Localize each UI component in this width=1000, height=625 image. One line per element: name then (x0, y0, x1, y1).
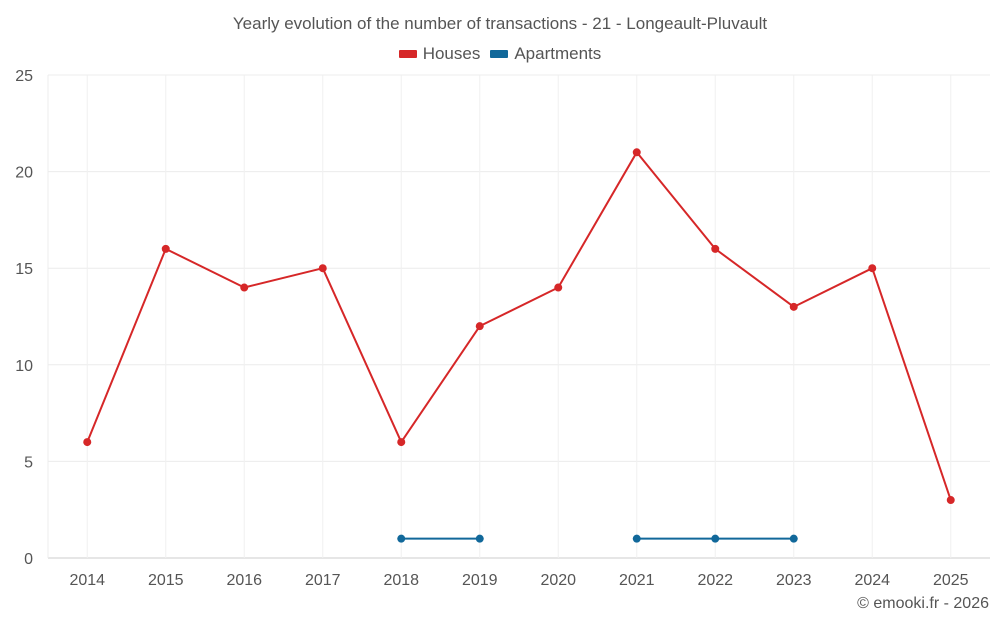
data-point-houses-2025 (946, 496, 955, 505)
y-tick-label-20: 20 (15, 165, 33, 182)
data-point-apartments-2018 (397, 534, 406, 543)
x-tick-label-2019: 2019 (462, 572, 498, 589)
x-tick-label-2016: 2016 (226, 572, 262, 589)
x-tick-label-2021: 2021 (619, 572, 655, 589)
legend-label-houses: Houses (422, 44, 481, 63)
x-tick-label-2023: 2023 (776, 572, 812, 589)
data-point-houses-2018 (397, 438, 406, 447)
legend-item-houses[interactable]: Houses (398, 44, 481, 64)
x-tick-label-2014: 2014 (69, 572, 105, 589)
data-point-houses-2020 (554, 283, 563, 292)
data-point-houses-2022 (711, 244, 720, 253)
data-point-houses-2015 (161, 244, 170, 253)
data-point-houses-2021 (632, 148, 641, 157)
x-tick-label-2015: 2015 (148, 572, 184, 589)
y-tick-label-10: 10 (15, 358, 33, 375)
data-point-apartments-2022 (711, 534, 720, 543)
legend-label-apartments: Apartments (514, 44, 602, 63)
series-line-houses-0 (86, 151, 952, 501)
data-point-houses-2019 (475, 322, 484, 331)
legend-item-apartments[interactable]: Apartments (490, 44, 601, 64)
x-tick-label-2018: 2018 (383, 572, 419, 589)
y-tick-label-5: 5 (24, 454, 33, 471)
y-tick-label-0: 0 (24, 551, 33, 568)
data-point-houses-2016 (240, 283, 249, 292)
legend: Houses Apartments (0, 44, 1000, 64)
x-tick-label-2024: 2024 (854, 572, 890, 589)
y-tick-label-15: 15 (15, 261, 33, 278)
data-point-houses-2014 (83, 438, 92, 447)
data-point-houses-2023 (789, 302, 798, 311)
data-point-apartments-2023 (789, 534, 798, 543)
x-tick-label-2025: 2025 (933, 572, 969, 589)
y-tick-label-25: 25 (15, 68, 33, 85)
x-tick-label-2020: 2020 (540, 572, 576, 589)
x-tick-label-2022: 2022 (697, 572, 733, 589)
chart-title: Yearly evolution of the number of transa… (232, 14, 768, 33)
x-tick-label-2017: 2017 (305, 572, 341, 589)
data-point-apartments-2021 (632, 534, 641, 543)
legend-swatch-houses (398, 50, 417, 58)
legend-swatch-apartments (490, 50, 509, 58)
data-point-houses-2024 (868, 264, 877, 273)
data-point-apartments-2019 (475, 534, 484, 543)
credit-text: © emooki.fr - 2026 (857, 595, 989, 612)
data-point-houses-2017 (318, 264, 327, 273)
